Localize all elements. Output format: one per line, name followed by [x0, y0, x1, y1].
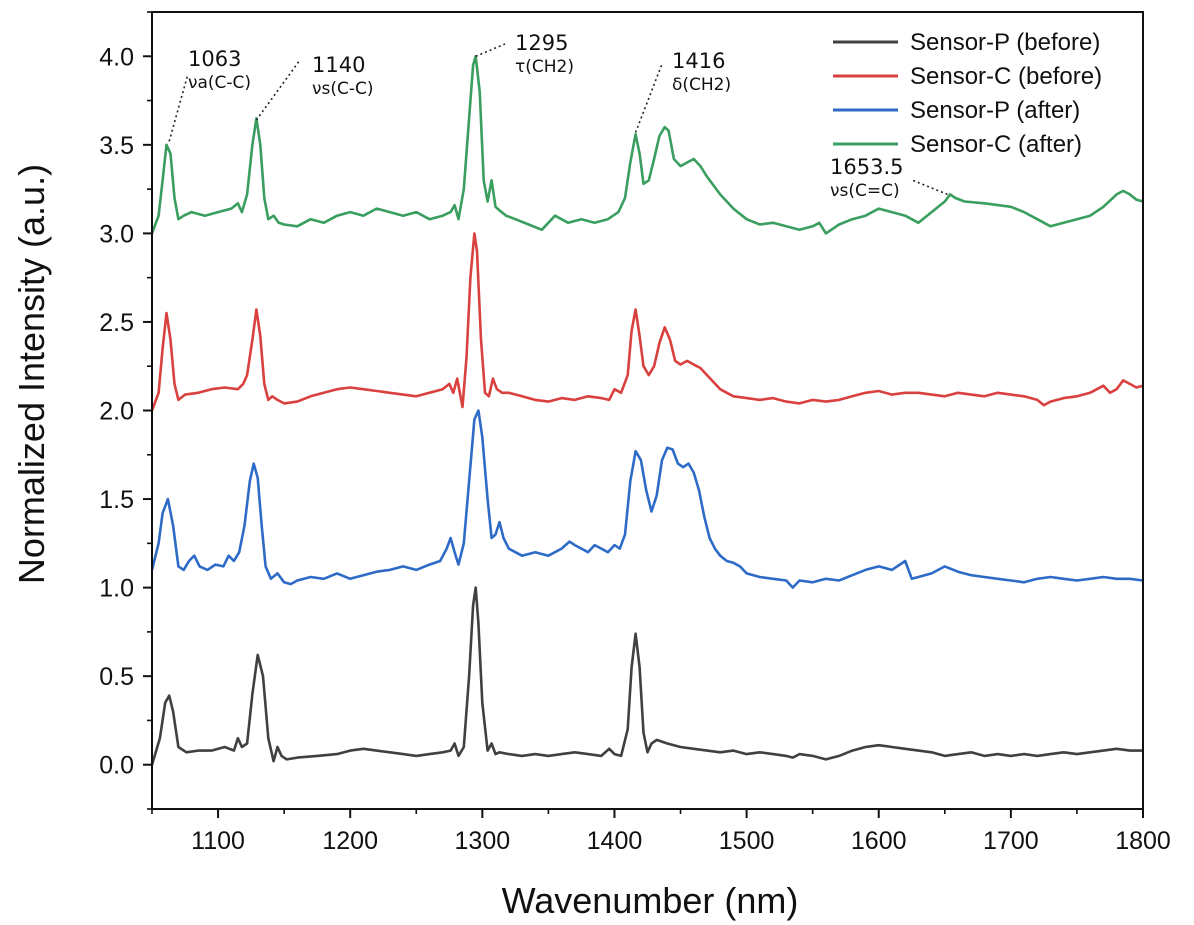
- legend-label: Sensor-P (before): [910, 29, 1100, 56]
- legend-label: Sensor-C (after): [910, 131, 1082, 158]
- legend: Sensor-P (before) Sensor-C (before) Sensor…: [833, 29, 1102, 158]
- annotation-mode: τ(CH2): [515, 57, 574, 77]
- annotation-mode: νa(C-C): [188, 73, 251, 93]
- y-tick-label: 1.0: [99, 575, 134, 603]
- x-tick-label: 1500: [719, 827, 775, 855]
- annotation-leader: [255, 59, 301, 121]
- y-tick-label: 2.0: [99, 398, 134, 426]
- annotation-mode: νs(C-C): [312, 79, 374, 99]
- y-tick-label: 3.5: [99, 132, 134, 160]
- y-tick-label: 0.0: [99, 752, 134, 780]
- axes-layer: 1100 1200 1300 1400 1500 1600 1700 1800 0.0 0.5 1.…: [99, 11, 1171, 855]
- annotation-mode: νs(C=C): [830, 181, 900, 201]
- annotation-value: 1295: [515, 31, 568, 55]
- annotation-value: 1140: [312, 53, 365, 77]
- x-axis-title: Wavenumber (nm): [502, 880, 799, 921]
- y-tick-label: 3.0: [99, 220, 134, 248]
- x-tick-label: 1200: [322, 827, 378, 855]
- y-tick-label: 4.0: [99, 43, 134, 71]
- y-tick-label: 1.5: [99, 486, 134, 514]
- x-tick-label: 1300: [455, 827, 511, 855]
- y-tick-label: 0.5: [99, 663, 134, 691]
- series-line-3: [152, 409, 1143, 589]
- y-tick-label: 2.5: [99, 309, 134, 337]
- legend-label: Sensor-P (after): [910, 97, 1080, 124]
- annotation-value: 1063: [188, 47, 241, 71]
- x-tick-label: 1100: [191, 827, 245, 855]
- annotation-leader: [168, 73, 189, 142]
- x-tick-label: 1700: [983, 827, 1039, 855]
- annotation-leader: [911, 179, 948, 196]
- annotation-value: 1653.5: [830, 155, 903, 179]
- annotation-mode: δ(CH2): [672, 75, 731, 95]
- annotation-leader: [475, 43, 506, 58]
- series-line-1: [152, 586, 1143, 767]
- x-tick-label: 1600: [851, 827, 907, 855]
- annotation-value: 1416: [672, 49, 725, 73]
- y-axis-title: Normalized Intensity (a.u.): [11, 164, 52, 584]
- series-layer: [152, 54, 1143, 767]
- legend-label: Sensor-C (before): [910, 63, 1102, 90]
- x-tick-label: 1400: [587, 827, 643, 855]
- annotation-leader: [634, 63, 663, 133]
- series-line-4: [152, 54, 1143, 235]
- x-tick-label: 1800: [1115, 827, 1171, 855]
- series-line-2: [152, 232, 1143, 412]
